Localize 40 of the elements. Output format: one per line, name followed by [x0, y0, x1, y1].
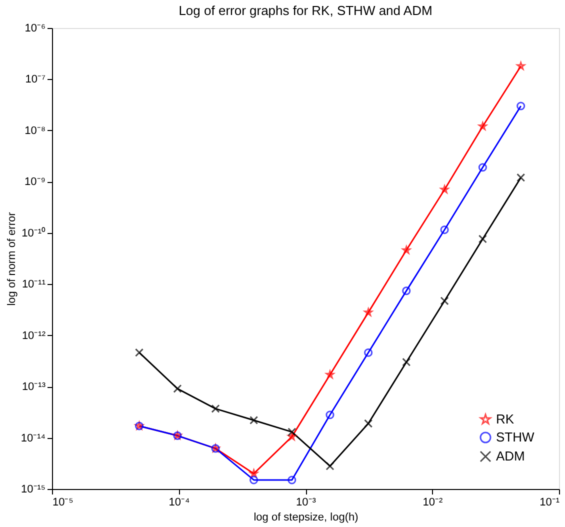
y-tick-label: 10⁻¹⁰	[22, 226, 46, 240]
y-tick-label: 10⁻⁷	[25, 74, 46, 86]
point	[402, 286, 411, 296]
x-tick-label: 10⁻¹	[540, 496, 560, 508]
y-tick-label: 10⁻⁸	[24, 124, 46, 137]
point	[478, 163, 487, 172]
point	[440, 296, 449, 306]
chart-title: Log of error graphs for RK, STHW and ADM	[178, 3, 432, 18]
point	[288, 476, 296, 484]
point	[211, 404, 220, 413]
y-tick-label: 10⁻¹²	[22, 330, 46, 342]
legend-label: RK	[496, 412, 514, 426]
point	[288, 428, 296, 436]
x-tick-label: 10⁻³	[296, 496, 316, 508]
x-tick-label: 10⁻⁴	[168, 496, 190, 508]
y-tick-label: 10⁻¹³	[22, 381, 46, 394]
point	[516, 173, 526, 182]
point	[402, 358, 411, 366]
point	[326, 462, 334, 470]
point	[516, 102, 526, 110]
y-tick-label: 10⁻¹¹	[22, 278, 46, 291]
x-axis-title: log of stepsize, log(h)	[254, 512, 358, 524]
y-tick-label: 10⁻¹⁴	[20, 432, 46, 444]
x-tick-label: 10⁻²	[422, 496, 444, 508]
point	[440, 226, 449, 234]
y-tick-label: 10⁻⁶	[24, 22, 46, 34]
point	[173, 384, 182, 393]
point	[478, 234, 487, 244]
point	[364, 348, 373, 357]
point	[134, 348, 144, 357]
point	[250, 476, 258, 484]
point	[326, 410, 334, 420]
y-tick-label: 10⁻¹⁵	[21, 484, 46, 496]
y-axis-title: log of norm of error	[6, 212, 18, 306]
legend-label: ADM	[496, 448, 525, 464]
x-tick-label: 10⁻⁵	[52, 496, 74, 508]
point	[364, 419, 373, 428]
point	[250, 416, 258, 425]
y-tick-label: 10⁻⁹	[24, 176, 46, 188]
legend-label: STHW	[496, 430, 535, 444]
